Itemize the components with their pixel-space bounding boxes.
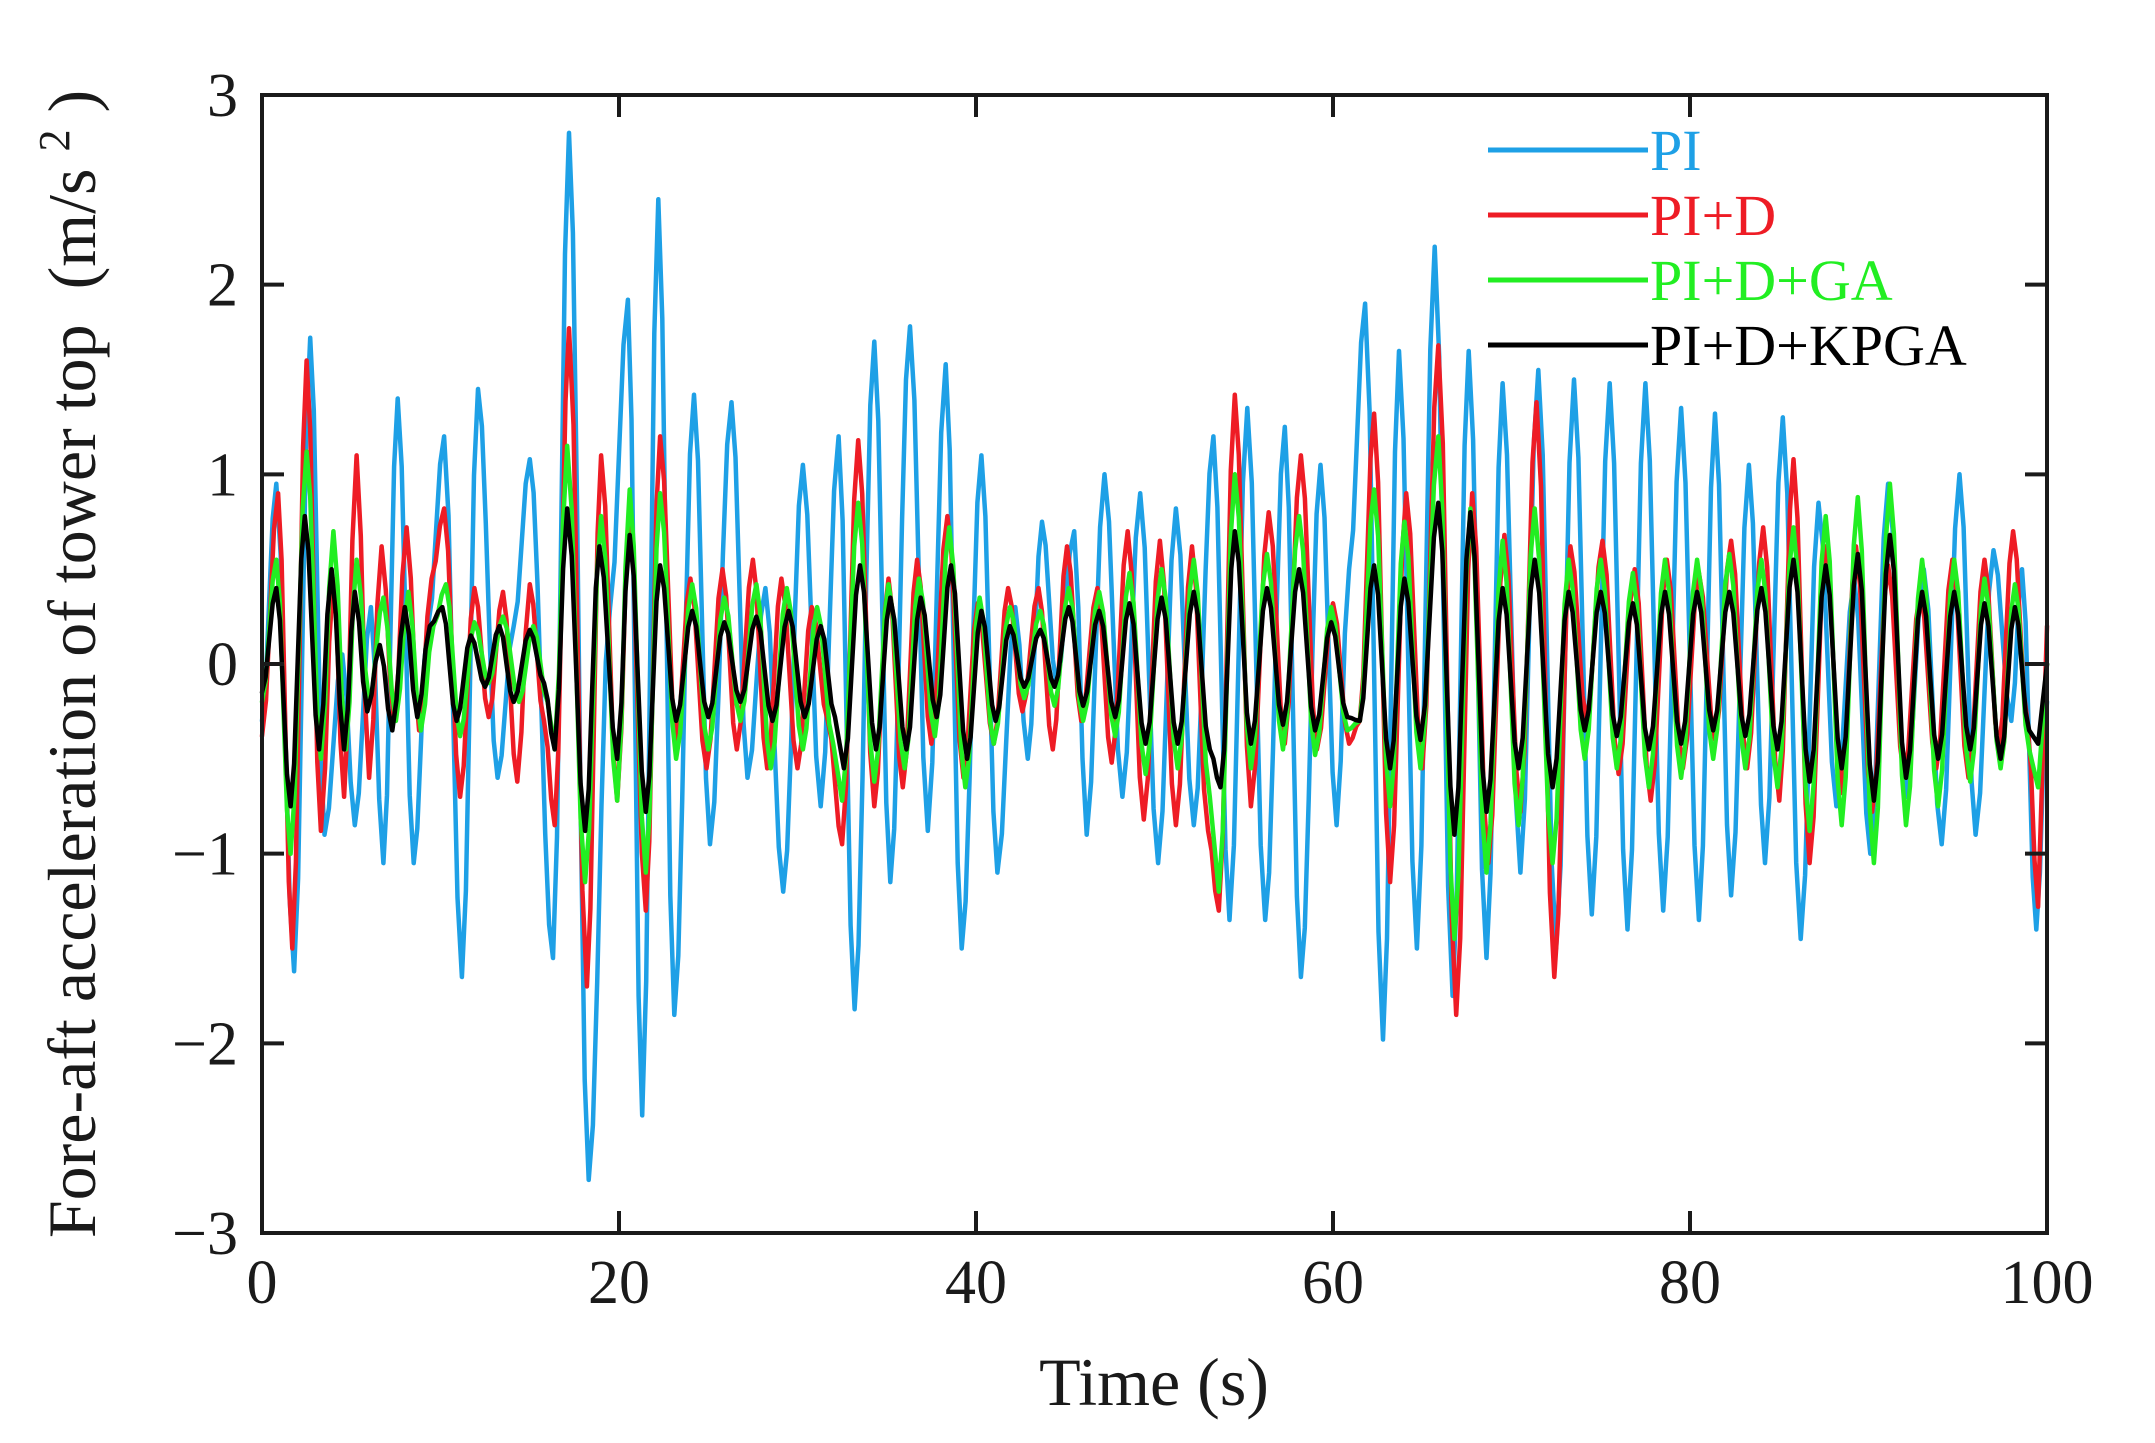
y-axis-title: Fore-aft acceleration of tower top (m/s … bbox=[8, 90, 110, 1238]
legend-label: PI+D+KPGA bbox=[1650, 313, 1967, 378]
tick-labels-layer: 0 20 40 60 80 100 −3 −2 −1 0 1 2 3 bbox=[172, 62, 2093, 1317]
x-tick-label: 40 bbox=[945, 1249, 1007, 1317]
x-tick-label: 20 bbox=[588, 1249, 650, 1317]
y-tick-label: −1 bbox=[172, 821, 238, 889]
y-axis-title-unit: (m/s bbox=[34, 168, 110, 289]
y-tick-label: 3 bbox=[207, 62, 238, 130]
y-tick-label: 1 bbox=[207, 441, 238, 509]
y-tick-label: −2 bbox=[172, 1010, 238, 1078]
series-line-pi-d-kpga bbox=[259, 500, 2050, 837]
y-axis-title-text: Fore-aft acceleration of tower top bbox=[34, 324, 110, 1238]
legend-label: PI bbox=[1650, 118, 1702, 183]
y-tick-label: −3 bbox=[172, 1200, 238, 1268]
series-layer bbox=[259, 130, 2050, 1183]
x-tick-label: 80 bbox=[1659, 1249, 1721, 1317]
y-tick-label: 2 bbox=[207, 252, 238, 320]
y-axis-title-unit-close: ) bbox=[34, 90, 110, 113]
y-tick-label: 0 bbox=[207, 631, 238, 699]
x-tick-label: 100 bbox=[2001, 1249, 2094, 1317]
y-axis-title-unit-exp: 2 bbox=[30, 129, 79, 151]
legend-label: PI+D+GA bbox=[1650, 248, 1893, 313]
ticks-layer bbox=[260, 93, 2049, 1235]
legend-label: PI+D bbox=[1650, 183, 1776, 248]
x-tick-label: 60 bbox=[1302, 1249, 1364, 1317]
x-tick-label: 0 bbox=[247, 1249, 278, 1317]
x-axis-title: Time (s) bbox=[1039, 1344, 1269, 1420]
